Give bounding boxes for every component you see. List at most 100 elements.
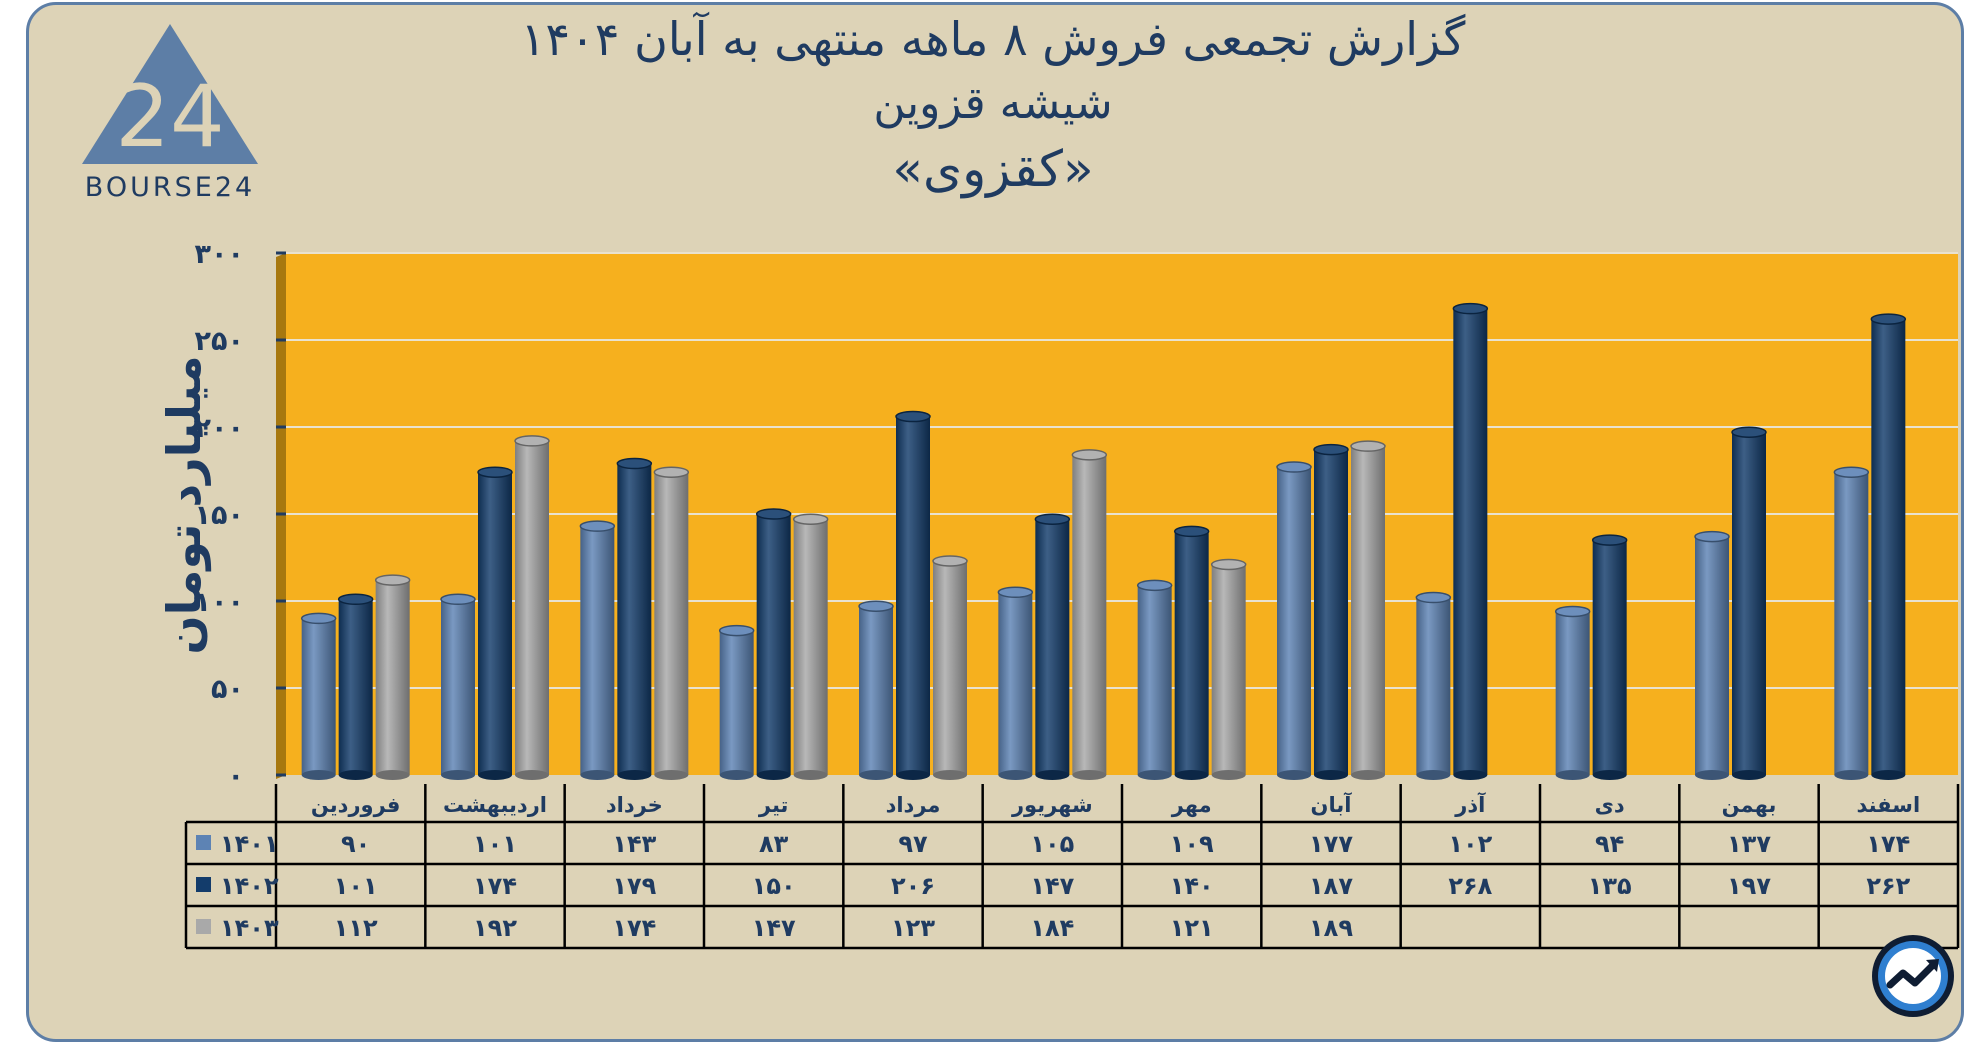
data-table-value: ۲۶۲ (1866, 872, 1910, 900)
bar (1415, 591, 1452, 780)
y-tick-label: ۰ (228, 761, 244, 792)
data-table-value: ۱۷۴ (473, 872, 517, 900)
bar-top (616, 457, 653, 470)
bar-body (617, 463, 652, 775)
bar-base (654, 770, 689, 780)
bar-base (756, 770, 791, 780)
bar-base (1277, 770, 1311, 780)
data-table-value: ۹۰ (341, 830, 370, 858)
bar-base (719, 770, 754, 780)
bar-base (998, 770, 1033, 780)
bar-body (793, 519, 828, 775)
bar-top (653, 466, 690, 478)
logo-brand-text: BOURSE24 (85, 172, 255, 203)
bar (616, 457, 653, 780)
bar-base (1732, 770, 1766, 780)
bar (1694, 530, 1730, 780)
bar-body (1072, 454, 1107, 775)
bar-base (1416, 770, 1451, 780)
bar-base (1871, 770, 1906, 780)
bar (374, 574, 411, 780)
bar-body (580, 526, 615, 775)
x-category-label: بهمن (1722, 793, 1777, 817)
bar-top (1591, 534, 1628, 546)
data-table-value: ۱۰۲ (1448, 830, 1492, 858)
x-category-label: دی (1595, 793, 1625, 817)
bar-base (896, 770, 930, 780)
legend-swatch (196, 919, 211, 934)
bar-top (1173, 525, 1210, 538)
bar-base (1137, 770, 1172, 780)
bar-base (793, 770, 828, 780)
bar-top (1350, 440, 1386, 452)
bar-base (1174, 770, 1209, 780)
x-category-label: شهریور (1011, 793, 1093, 817)
bar-base (1035, 770, 1070, 780)
bar (1833, 466, 1870, 780)
bar-top (895, 410, 931, 423)
x-category-label: تیر (758, 793, 789, 817)
y-tick-label: ۳۰۰ (195, 239, 244, 270)
bar-top (1694, 530, 1730, 543)
bar-body (301, 618, 336, 775)
bar-body (375, 580, 410, 775)
bar-body (1695, 536, 1729, 775)
x-category-label: فروردین (311, 793, 401, 817)
bar-body (1555, 611, 1590, 775)
data-table-value: ۱۹۲ (473, 914, 517, 942)
bar-base (338, 770, 373, 780)
data-table-value: ۱۹۷ (1727, 872, 1771, 900)
bar (1870, 313, 1907, 780)
bar-base (617, 770, 652, 780)
legend-series-name: ۱۴۰۳ (220, 914, 279, 942)
y-tick-label: ۲۰۰ (195, 413, 244, 444)
data-table-value: ۱۳۵ (1588, 872, 1632, 900)
data-table-value: ۲۶۸ (1448, 872, 1492, 900)
bar-top (1210, 558, 1247, 571)
bar-top (1136, 579, 1173, 592)
bar-body (756, 514, 791, 775)
bar-top (579, 520, 616, 532)
bar-top (1276, 461, 1312, 473)
bar (1554, 605, 1591, 780)
bar (1313, 443, 1349, 780)
y-axis-title: میلیارد تومان (157, 355, 211, 654)
bar-top (1034, 513, 1071, 525)
bar (1136, 579, 1173, 780)
bar (792, 513, 829, 780)
data-table-value: ۱۷۷ (1309, 830, 1353, 858)
bar-base (301, 770, 336, 780)
data-table-value: ۱۱۲ (334, 914, 378, 942)
bar-top (997, 586, 1034, 599)
bar-base (515, 770, 549, 780)
data-table-value: ۹۴ (1595, 830, 1624, 858)
bar-base (375, 770, 410, 780)
bar-top (755, 508, 792, 520)
data-table-value: ۱۷۴ (1866, 830, 1910, 858)
legend-swatch (196, 877, 211, 892)
bar-base (1314, 770, 1348, 780)
data-table-value: ۱۸۹ (1309, 914, 1353, 942)
bar (1350, 440, 1386, 780)
bar-body (896, 416, 930, 775)
x-category-label: آبان (1311, 792, 1353, 817)
bar-body (1351, 446, 1385, 775)
bar-top (1313, 443, 1349, 456)
y-tick-label: ۱۰۰ (195, 587, 244, 618)
bar (755, 508, 792, 780)
data-table-value: ۱۷۴ (612, 914, 656, 942)
bar (1210, 558, 1247, 780)
bar-body (1277, 467, 1311, 775)
bar-body (1732, 432, 1766, 775)
bar-body (515, 440, 549, 775)
data-table-value: ۱۸۷ (1309, 872, 1353, 900)
legend-series-name: ۱۴۰۲ (220, 872, 279, 900)
bar (895, 410, 931, 780)
bar-base (1555, 770, 1590, 780)
bar-top (792, 513, 829, 525)
bar-body (338, 599, 373, 775)
bar-base (1834, 770, 1869, 780)
trend-arrow-icon[interactable] (1870, 933, 1956, 1019)
bar-body (1453, 308, 1488, 775)
